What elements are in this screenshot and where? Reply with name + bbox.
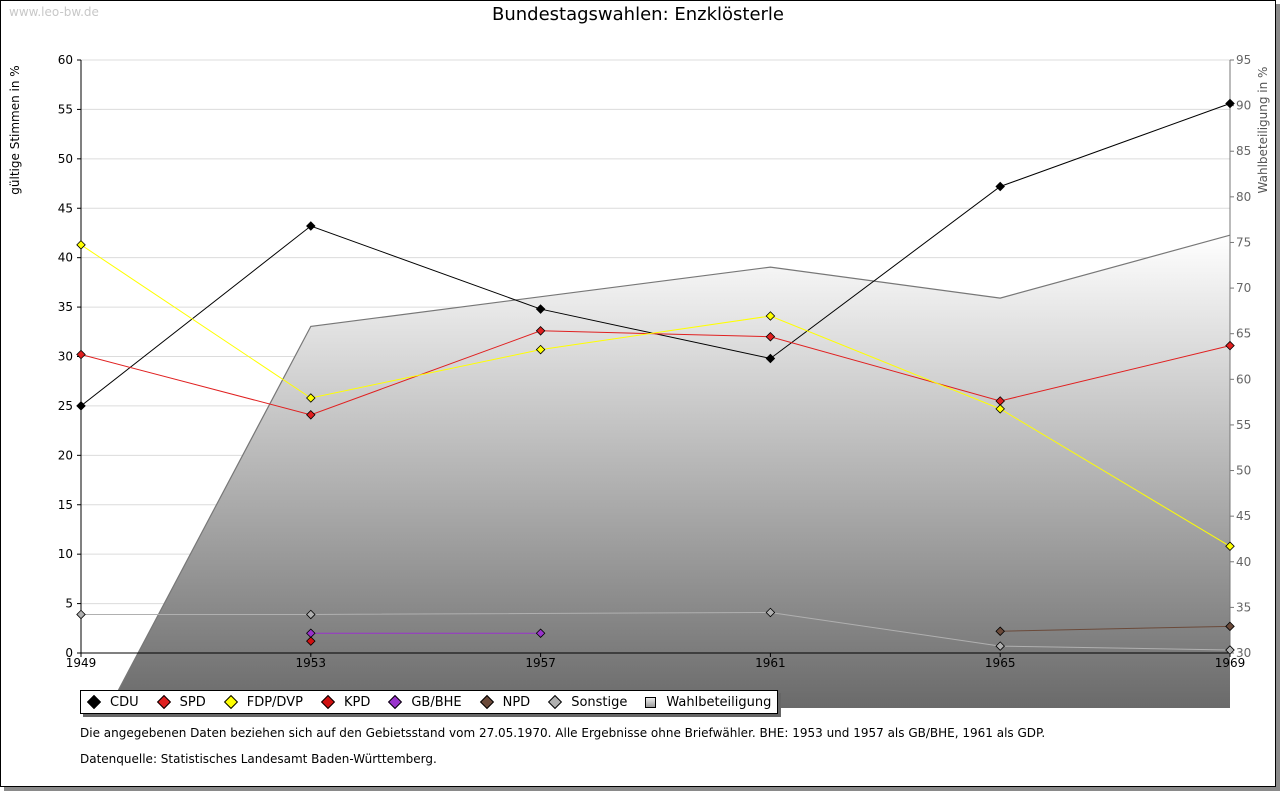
legend-marker bbox=[320, 694, 336, 710]
legend-label: KPD bbox=[343, 694, 371, 710]
data-point-kpd bbox=[306, 636, 316, 646]
turnout-area-fill bbox=[109, 235, 1230, 708]
data-point-cdu bbox=[1225, 98, 1235, 109]
data-point-fdpdvp bbox=[995, 404, 1005, 414]
y-tick-label: 55 bbox=[58, 102, 73, 116]
legend-marker bbox=[479, 694, 494, 710]
y2-tick-label: 30 bbox=[1236, 646, 1251, 660]
legend-label: NPD bbox=[502, 694, 531, 710]
legend-label: SPD bbox=[179, 694, 206, 710]
legend-item-wahlbeteiligung: Wahlbeteiligung bbox=[645, 695, 771, 710]
data-point-cdu bbox=[995, 181, 1005, 192]
y2-tick-label: 40 bbox=[1236, 555, 1251, 569]
y2-tick-label: 95 bbox=[1236, 53, 1251, 67]
data-point-cdu bbox=[76, 401, 86, 411]
series-line-npd bbox=[1000, 625, 1231, 632]
data-point-gbbhe bbox=[306, 628, 316, 638]
data-point-sonstige bbox=[995, 641, 1005, 651]
data-point-npd bbox=[995, 626, 1005, 637]
data-point-spd bbox=[765, 331, 776, 342]
legend: CDU SPD FDP/DVP KPD GB/BHE NPD Sonstige Wahlbet… bbox=[80, 690, 779, 714]
y2-tick-label: 75 bbox=[1236, 235, 1251, 249]
data-point-fdpdvp bbox=[76, 240, 86, 250]
y2-tick-label: 50 bbox=[1236, 464, 1251, 478]
y2-tick-label: 80 bbox=[1236, 190, 1251, 204]
legend-item-cdu: CDU bbox=[86, 694, 139, 710]
legend-item-gbbhe: GB/BHE bbox=[388, 694, 462, 710]
y2-tick-label: 45 bbox=[1236, 509, 1251, 523]
y-tick-label: 30 bbox=[58, 350, 73, 364]
data-point-sonstige bbox=[1225, 645, 1235, 655]
data-point-cdu bbox=[535, 304, 546, 314]
legend-marker bbox=[86, 694, 102, 710]
legend-marker bbox=[645, 696, 657, 708]
legend-item-spd: SPD bbox=[156, 694, 206, 710]
legend-label: Wahlbeteiligung bbox=[666, 694, 772, 710]
y-tick-label: 20 bbox=[58, 448, 73, 462]
data-point-sonstige bbox=[306, 609, 316, 620]
y-tick-label: 50 bbox=[58, 152, 73, 166]
turnout-line bbox=[108, 234, 1230, 708]
x-tick-label: 1961 bbox=[755, 656, 786, 670]
data-point-spd bbox=[1225, 340, 1235, 351]
data-point-npd bbox=[1225, 621, 1235, 632]
x-tick-label: 1965 bbox=[985, 656, 1016, 670]
legend-marker bbox=[548, 694, 563, 710]
y2-tick-label: 35 bbox=[1236, 600, 1251, 614]
data-point-spd bbox=[306, 410, 316, 420]
y2-tick-label: 85 bbox=[1236, 144, 1251, 158]
y2-tick-label: 60 bbox=[1236, 372, 1251, 386]
legend-label: FDP/DVP bbox=[246, 694, 303, 710]
data-point-sonstige bbox=[76, 609, 86, 620]
x-tick-label: 1957 bbox=[525, 656, 556, 670]
y2-tick-label: 90 bbox=[1236, 99, 1251, 113]
y-tick-label: 35 bbox=[58, 300, 73, 314]
footnote-territory: Die angegebenen Daten beziehen sich auf … bbox=[80, 726, 1046, 740]
x-tick-label: 1949 bbox=[66, 656, 97, 670]
legend-label: GB/BHE bbox=[411, 694, 462, 710]
data-point-fdpdvp bbox=[306, 393, 316, 403]
data-point-fdpdvp bbox=[535, 344, 546, 355]
legend-marker bbox=[156, 694, 171, 710]
y-tick-label: 10 bbox=[58, 547, 73, 561]
data-point-fdpdvp bbox=[765, 311, 776, 321]
chart-title: Bundestagswahlen: Enzklösterle bbox=[491, 4, 785, 25]
turnout-area bbox=[108, 234, 1230, 708]
legend-label: Sonstige bbox=[571, 694, 628, 710]
y-tick-label: 40 bbox=[58, 251, 73, 265]
legend-item-fdpdvp: FDP/DVP bbox=[223, 694, 303, 710]
footnote-source: Datenquelle: Statistisches Landesamt Bad… bbox=[80, 752, 437, 766]
legend-item-sonstige: Sonstige bbox=[548, 695, 627, 710]
series-line-spd bbox=[80, 330, 1231, 416]
legend-marker bbox=[223, 694, 238, 710]
y-tick-label: 60 bbox=[58, 53, 73, 67]
y-tick-label: 45 bbox=[58, 201, 73, 215]
y-tick-label: 0 bbox=[65, 646, 73, 660]
legend-item-npd: NPD bbox=[479, 694, 531, 710]
data-point-cdu bbox=[765, 353, 776, 364]
watermark: www.leo-bw.de bbox=[9, 5, 99, 19]
y2-tick-label: 55 bbox=[1236, 418, 1251, 432]
data-point-fdpdvp bbox=[1225, 541, 1235, 552]
axes: 0 5 10 15 20 25 30 35 40 45 50 55 60 30 35 40 45 50 55 60 65… bbox=[58, 53, 1252, 670]
y-tick-label: 15 bbox=[58, 498, 73, 512]
series-markers bbox=[76, 98, 1235, 655]
data-point-spd bbox=[76, 349, 86, 360]
x-tick-label: 1953 bbox=[296, 656, 327, 670]
legend-marker bbox=[388, 694, 403, 710]
series-line-fdpdvp bbox=[80, 244, 1231, 547]
data-point-cdu bbox=[306, 221, 316, 231]
legend-item-kpd: KPD bbox=[320, 694, 371, 710]
y-tick-label: 25 bbox=[58, 399, 73, 413]
y2-tick-label: 65 bbox=[1236, 327, 1251, 341]
data-point-spd bbox=[535, 326, 546, 336]
y2-tick-label: 70 bbox=[1236, 281, 1251, 295]
x-tick-label: 1969 bbox=[1215, 656, 1246, 670]
data-point-gbbhe bbox=[535, 628, 546, 638]
legend-label: CDU bbox=[110, 694, 139, 710]
y-tick-label: 5 bbox=[65, 597, 73, 611]
data-point-sonstige bbox=[765, 607, 776, 618]
